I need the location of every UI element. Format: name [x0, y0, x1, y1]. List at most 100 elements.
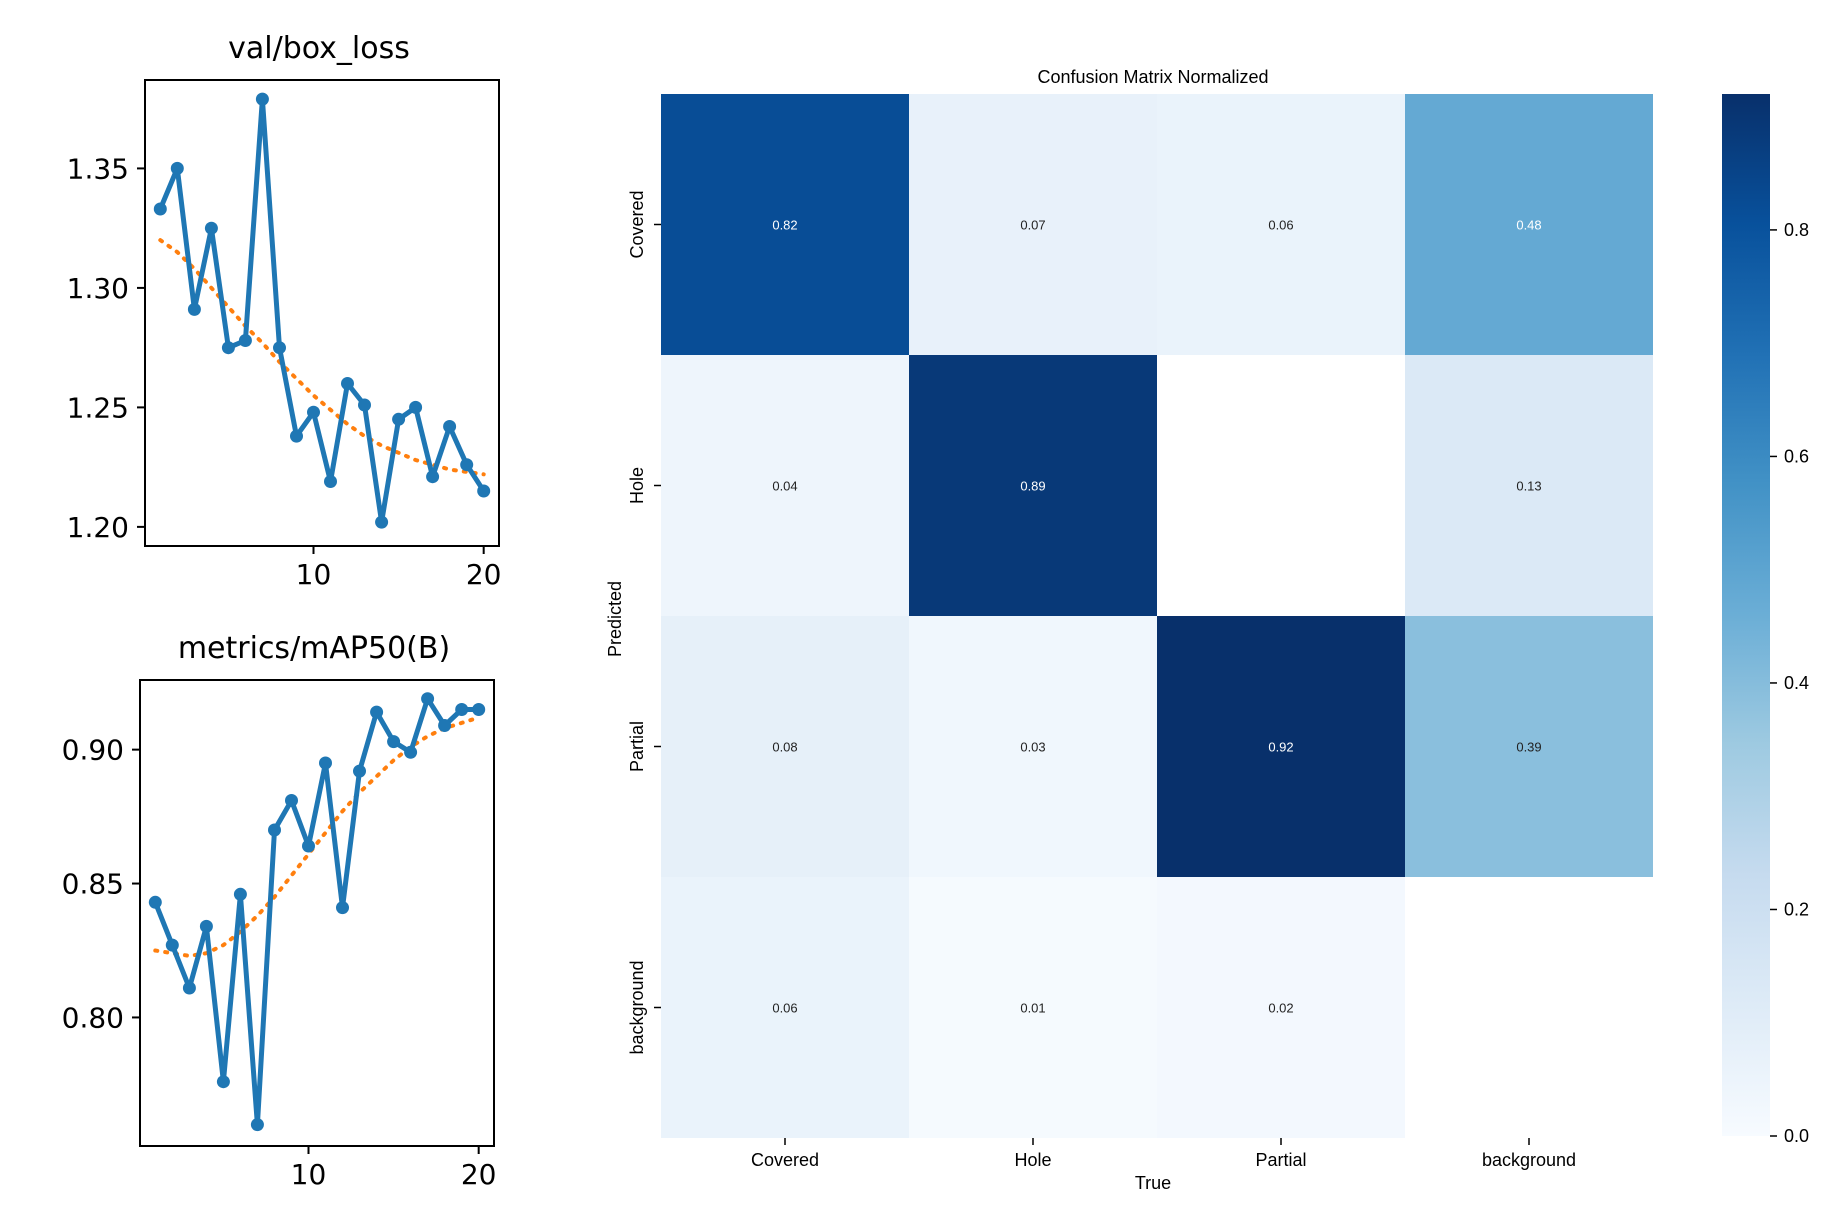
box-loss-y-tick-label: 1.30 [67, 272, 129, 305]
cm-y-tick-label: Covered [627, 190, 647, 258]
cm-y-tick-label: Partial [627, 721, 647, 772]
cm-cell-label: 0.07 [1020, 218, 1045, 233]
map50-point [182, 981, 196, 995]
box-loss-y-tick-label: 1.20 [67, 511, 129, 544]
box-loss-smooth-line [158, 238, 486, 477]
box-loss-y-tick-label: 1.35 [67, 152, 129, 185]
confusion-matrix-panel: Confusion Matrix Normalized 0.82 0.07 0.06… [605, 67, 1809, 1193]
box-loss-point [324, 475, 337, 488]
cm-y-tick-label: Hole [627, 467, 647, 504]
box-loss-point [170, 161, 184, 175]
box-loss-point [443, 420, 457, 433]
map50-x-tick-label: 20 [461, 1158, 497, 1191]
map50-point [165, 938, 179, 952]
y-axis-label: Predicted [605, 581, 625, 657]
map50-point [268, 823, 281, 837]
map50-point [216, 1075, 230, 1089]
cm-cell-label: 0.02 [1268, 1001, 1293, 1016]
cm-cell-label: 0.39 [1516, 740, 1541, 755]
map50-title: metrics/mAP50(B) [178, 631, 450, 666]
colorbar-tick-label: 0.6 [1784, 446, 1809, 466]
map50-panel: metrics/mAP50(B) 10 20 0.80 0.85 0.90 [62, 631, 497, 1191]
cm-cell-label: 0.03 [1020, 740, 1045, 755]
cm-cell-label: 0.89 [1020, 479, 1045, 494]
map50-x-tick-label: 10 [291, 1158, 327, 1191]
map50-point [250, 1118, 264, 1132]
box-loss-point [255, 92, 269, 106]
cm-cell [661, 616, 909, 877]
map50-point [199, 919, 213, 933]
map50-point [319, 756, 332, 770]
box-loss-x-tick-label: 10 [296, 558, 332, 591]
cm-cell [1157, 877, 1405, 1138]
cm-cell [661, 877, 909, 1138]
box-loss-x-tick-label: 20 [466, 558, 502, 591]
cm-cell-label: 0.13 [1516, 479, 1541, 494]
cm-cell [1157, 355, 1405, 616]
colorbar [1722, 94, 1770, 1136]
box-loss-point [153, 202, 167, 216]
map50-y-tick-label: 0.80 [62, 1001, 124, 1034]
cm-cell [909, 616, 1157, 877]
box-loss-point [460, 458, 474, 472]
cm-cell-label: 0.92 [1268, 740, 1293, 755]
box-loss-point [238, 334, 252, 347]
colorbar-tick-label: 0.2 [1784, 899, 1809, 919]
cm-cell-label: 0.04 [772, 479, 797, 494]
cm-cell [1157, 94, 1405, 355]
confusion-matrix-title: Confusion Matrix Normalized [1037, 67, 1268, 87]
map50-point [336, 901, 349, 915]
box-loss-panel: val/box_loss 10 20 1.20 1.25 1.30 1.35 [67, 31, 502, 591]
cm-cell-label: 0.08 [772, 740, 797, 755]
map50-point [148, 895, 162, 909]
colorbar-tick-label: 0.0 [1784, 1126, 1809, 1146]
cm-cell [1405, 355, 1653, 616]
box-loss-point [204, 221, 218, 235]
cm-cell [909, 355, 1157, 616]
map50-point [455, 703, 469, 716]
cm-cell [1405, 877, 1653, 1138]
map50-point [285, 794, 298, 807]
cm-cell-label: 0.48 [1516, 218, 1541, 233]
colorbar-tick-label: 0.4 [1784, 673, 1809, 693]
box-loss-point [426, 470, 440, 484]
map50-point [472, 703, 486, 716]
map50-smooth-line [153, 715, 481, 958]
box-loss-title: val/box_loss [228, 31, 410, 66]
cm-cell-label: 0.01 [1020, 1001, 1045, 1016]
box-loss-y-tick-label: 1.25 [67, 391, 129, 424]
cm-cell [909, 94, 1157, 355]
map50-point [370, 705, 384, 719]
map50-point [233, 887, 247, 901]
cm-x-tick-label: Hole [1014, 1150, 1051, 1170]
box-loss-point [409, 400, 423, 414]
x-axis-label: True [1135, 1173, 1171, 1193]
box-loss-point [187, 302, 201, 316]
cm-y-tick-label: background [627, 960, 647, 1054]
map50-frame [139, 679, 495, 1147]
cm-cell [909, 877, 1157, 1138]
cm-x-tick-label: Partial [1255, 1150, 1306, 1170]
map50-results-line [152, 696, 479, 1128]
map50-point [438, 719, 452, 732]
cm-cell [1405, 616, 1653, 877]
cm-cell-label: 0.06 [772, 1001, 797, 1016]
map50-y-tick-label: 0.90 [62, 734, 124, 767]
colorbar-tick-label: 0.8 [1784, 220, 1809, 240]
cm-cell [1157, 616, 1405, 877]
box-loss-point [221, 341, 235, 355]
box-loss-point [307, 405, 320, 419]
cm-cell-label: 0.82 [772, 218, 797, 233]
box-loss-point [290, 429, 303, 443]
cm-cell [661, 94, 909, 355]
map50-point [404, 745, 418, 759]
box-loss-frame [144, 79, 500, 547]
cm-cell [661, 355, 909, 616]
box-loss-point [375, 515, 389, 529]
box-loss-point [392, 412, 406, 426]
cm-cell [1405, 94, 1653, 355]
map50-point [387, 735, 401, 749]
cm-x-tick-label: Covered [751, 1150, 819, 1170]
cm-cell-label: 0.06 [1268, 218, 1293, 233]
